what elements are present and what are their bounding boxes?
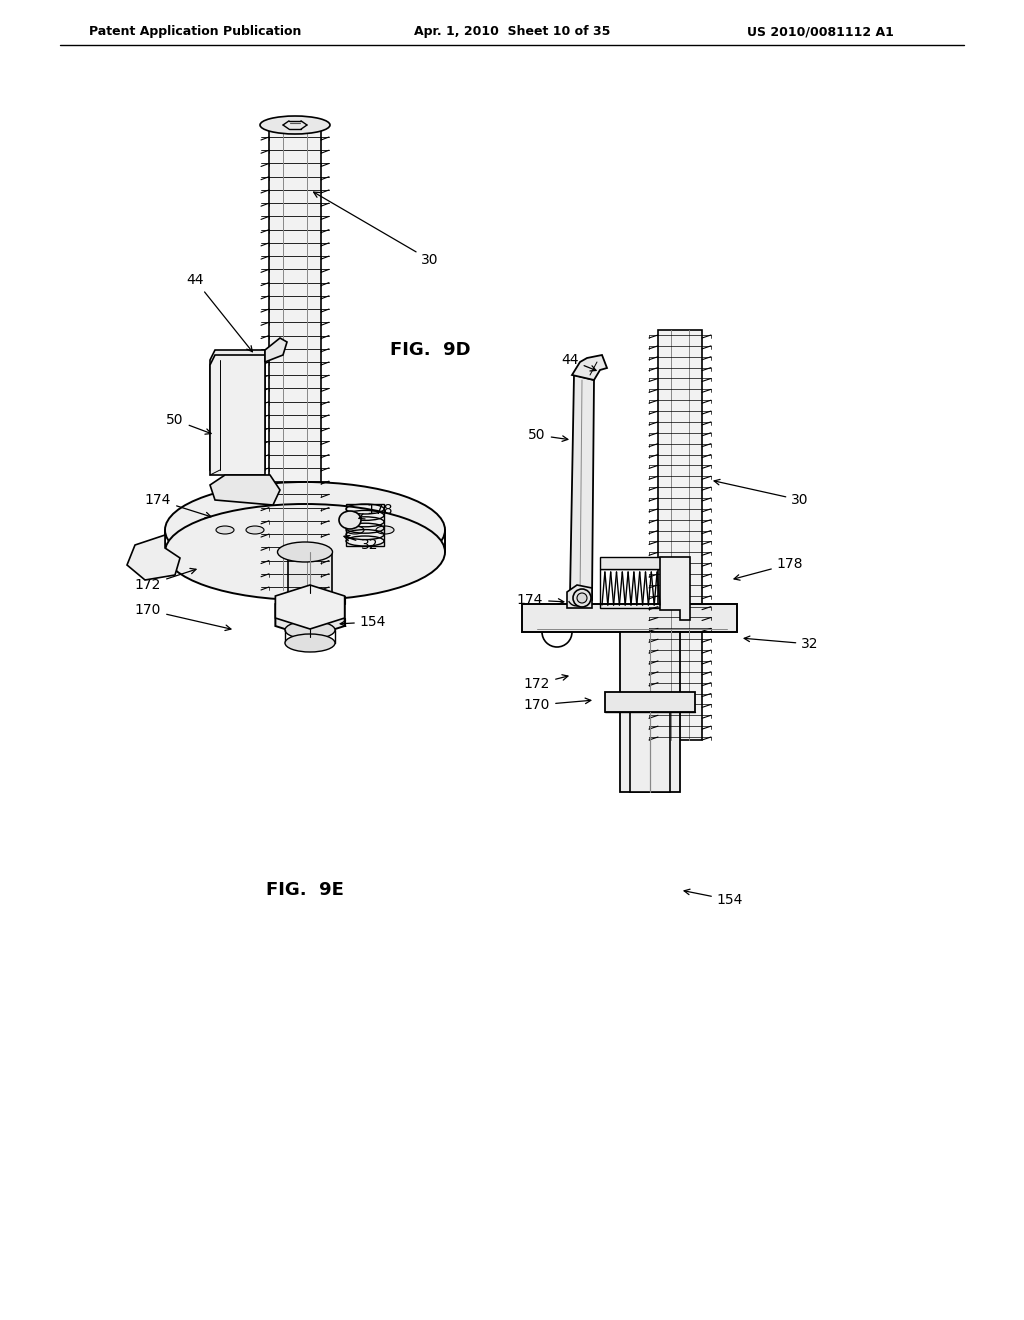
Text: 170: 170 [524,698,591,711]
Ellipse shape [339,511,361,529]
Text: 50: 50 [528,428,568,442]
Text: US 2010/0081112 A1: US 2010/0081112 A1 [746,25,893,38]
Text: 154: 154 [340,615,386,630]
Text: 178: 178 [358,503,393,519]
Text: 30: 30 [313,193,438,267]
Text: 32: 32 [744,636,819,651]
Text: 174: 174 [144,492,211,517]
Bar [605,692,695,711]
Text: FIG.  9E: FIG. 9E [266,880,344,899]
Polygon shape [570,375,594,601]
Text: 30: 30 [714,479,809,507]
Text: 178: 178 [734,557,803,581]
Polygon shape [275,593,345,638]
Polygon shape [275,585,345,630]
Polygon shape [127,535,180,579]
Text: 174: 174 [517,593,564,607]
Polygon shape [567,585,592,609]
Polygon shape [210,355,265,475]
Bar [630,711,670,792]
Bar [600,569,662,609]
Ellipse shape [165,482,445,578]
Polygon shape [210,475,280,506]
Ellipse shape [278,543,333,562]
Bar [658,330,702,741]
Ellipse shape [216,525,234,535]
Text: FIG.  9D: FIG. 9D [390,341,470,359]
Bar [600,557,662,569]
Text: 32: 32 [344,536,379,552]
Text: 172: 172 [135,569,196,591]
Text: 50: 50 [166,413,211,434]
Ellipse shape [285,634,335,652]
Text: 170: 170 [135,603,231,631]
Ellipse shape [260,116,330,135]
Ellipse shape [376,525,394,535]
Text: 44: 44 [186,273,252,351]
Ellipse shape [165,504,445,601]
Text: 154: 154 [684,890,743,907]
Bar [522,605,737,632]
Polygon shape [660,557,690,620]
Bar [288,552,332,607]
Polygon shape [572,355,607,380]
Text: 44: 44 [561,352,596,371]
Polygon shape [210,350,265,470]
Ellipse shape [285,620,335,639]
Bar [269,125,321,590]
Bar [346,504,384,546]
Ellipse shape [346,525,364,535]
Text: Patent Application Publication: Patent Application Publication [89,25,301,38]
Text: 172: 172 [524,675,568,690]
Ellipse shape [573,589,591,607]
Ellipse shape [577,593,587,603]
Bar [620,632,680,792]
Text: Apr. 1, 2010  Sheet 10 of 35: Apr. 1, 2010 Sheet 10 of 35 [414,25,610,38]
Ellipse shape [246,525,264,535]
Polygon shape [265,338,287,362]
